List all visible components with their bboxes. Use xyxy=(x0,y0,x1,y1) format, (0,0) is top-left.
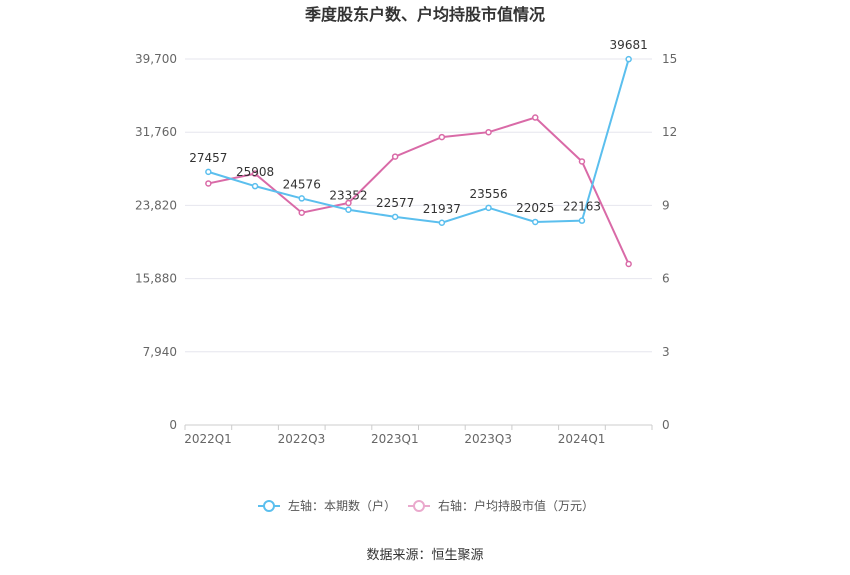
data-label: 24576 xyxy=(283,177,321,191)
legend-item-0[interactable]: 左轴：本期数（户） xyxy=(258,498,396,513)
legend[interactable]: 左轴：本期数（户） 右轴：户均持股市值（万元） xyxy=(258,498,594,513)
series-1-point[interactable] xyxy=(578,158,586,165)
legend-label: 右轴：户均持股市值（万元） xyxy=(438,498,594,513)
series-1-point[interactable] xyxy=(625,260,632,268)
x-axis-tick-label: 2022Q3 xyxy=(278,432,326,446)
legend-marker xyxy=(263,500,275,512)
left-axis-tick-label: 31,760 xyxy=(135,125,177,139)
chart-title: 季度股东户数、户均持股市值情况 xyxy=(304,5,545,24)
source-note: 数据来源：恒生聚源 xyxy=(366,548,483,563)
right-axis-tick-label: 9 xyxy=(662,198,670,212)
series-0-point[interactable] xyxy=(298,195,305,202)
series-0-point[interactable] xyxy=(532,218,539,226)
series-0-point[interactable] xyxy=(438,219,446,227)
right-axis-tick-label: 12 xyxy=(662,125,677,139)
left-axis-tick-label: 15,880 xyxy=(135,272,177,286)
data-label: 27457 xyxy=(189,151,227,165)
left-axis-tick-label: 39,700 xyxy=(135,52,177,66)
series-1-point[interactable] xyxy=(298,209,305,216)
x-axis-tick-label: 2024Q1 xyxy=(558,432,606,446)
right-axis-tick-label: 15 xyxy=(662,52,677,66)
series-0-point[interactable] xyxy=(205,168,212,176)
series-1-point[interactable] xyxy=(251,170,259,177)
series-1-point[interactable] xyxy=(345,199,352,207)
left-axis-tick-label: 0 xyxy=(169,418,177,432)
data-label: 21937 xyxy=(423,202,461,216)
data-label: 39681 xyxy=(610,38,648,52)
series-0-point[interactable] xyxy=(625,55,632,63)
data-label: 25908 xyxy=(236,165,274,179)
series-1-point[interactable] xyxy=(485,128,492,136)
right-axis-tick-label: 6 xyxy=(662,272,670,286)
data-label: 22025 xyxy=(516,201,554,215)
series-1-point[interactable] xyxy=(205,180,212,187)
data-label: 23352 xyxy=(329,189,367,203)
axes: 0 0 7,940 3 15,880 6 23,820 9 31,760 12 39,700 15 20… xyxy=(135,52,677,446)
legend-item-1[interactable]: 右轴：户均持股市值（万元） xyxy=(408,498,594,513)
series-layer xyxy=(205,55,632,268)
left-axis-tick-label: 23,820 xyxy=(135,198,177,212)
series-0-point[interactable] xyxy=(251,182,259,190)
data-label: 23556 xyxy=(469,187,507,201)
right-axis-tick-label: 0 xyxy=(662,418,670,432)
series-1-point[interactable] xyxy=(438,133,446,141)
right-axis-tick-label: 3 xyxy=(662,345,670,359)
series-0-point[interactable] xyxy=(391,213,399,221)
x-axis-tick-label: 2022Q1 xyxy=(184,432,232,446)
left-axis-tick-label: 7,940 xyxy=(143,345,177,359)
series-line-0 xyxy=(208,58,630,224)
data-labels: 27457 25908 24576 23352 22577 21937 23556 22025… xyxy=(189,38,647,216)
grid-lines xyxy=(185,58,652,426)
x-axis-tick-label: 2023Q1 xyxy=(371,432,419,446)
x-axis-tick-label: 2023Q3 xyxy=(464,432,512,446)
legend-marker xyxy=(413,500,425,512)
data-label: 22577 xyxy=(376,196,414,210)
series-1-point[interactable] xyxy=(391,153,399,160)
series-0-point[interactable] xyxy=(345,206,352,213)
series-0-point[interactable] xyxy=(578,217,586,224)
data-label: 22163 xyxy=(563,200,601,214)
series-1-point[interactable] xyxy=(532,114,539,121)
series-0-point[interactable] xyxy=(485,204,492,212)
legend-label: 左轴：本期数（户） xyxy=(288,498,396,513)
